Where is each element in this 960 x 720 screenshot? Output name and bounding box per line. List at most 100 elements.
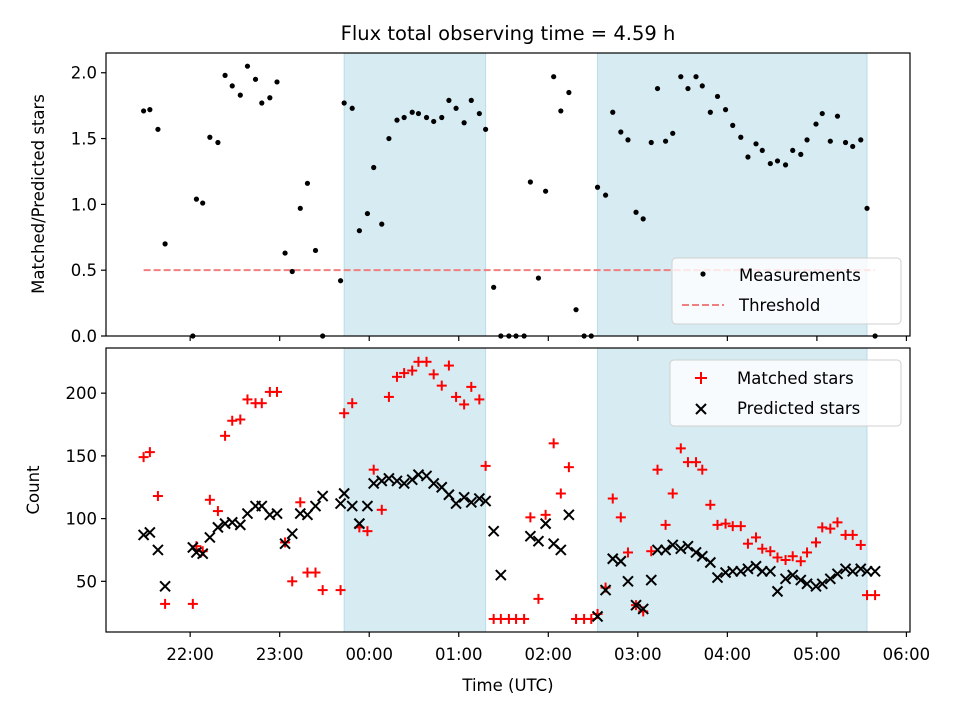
legend-measurements-label: Measurements — [739, 266, 861, 285]
matched-star-point — [362, 526, 373, 537]
predicted-star-point — [532, 535, 545, 547]
measurement-point — [162, 241, 168, 247]
y-tick-label: 0.0 — [71, 327, 97, 346]
matched-star-point — [204, 494, 215, 505]
predicted-star-point — [816, 578, 828, 590]
predicted-star-point — [607, 553, 619, 565]
predicted-star-point — [495, 569, 507, 581]
measurement-point — [386, 135, 392, 142]
predicted-star-point — [427, 477, 440, 490]
predicted-star-point — [591, 610, 604, 623]
measurement-point — [237, 92, 243, 98]
matched-star-point — [615, 512, 626, 523]
predicted-star-point — [334, 497, 347, 510]
measurement-point — [774, 158, 781, 164]
matched-star-point — [697, 464, 708, 475]
y-tick-label: 2.0 — [71, 64, 97, 83]
measurement-point — [453, 105, 459, 111]
matched-star-point — [607, 493, 618, 504]
measurement-point — [147, 107, 153, 113]
matched-star-point — [152, 491, 163, 502]
measurement-point — [297, 205, 303, 211]
matched-star-point — [519, 613, 530, 624]
measurement-point — [633, 209, 639, 215]
count-x-ticks: 22:00 23:00 00:00 01:00 02:00 03:00 04:00 05:00… — [166, 632, 930, 664]
matched-star-point — [622, 547, 633, 558]
x-tick-label: 05:00 — [793, 645, 841, 664]
measurement-point — [722, 107, 729, 113]
predicted-star-point — [196, 548, 209, 560]
measurement-point — [759, 147, 765, 154]
matched-star-point — [235, 414, 246, 425]
matched-star-point — [742, 538, 753, 549]
predicted-star-point — [346, 500, 358, 512]
predicted-star-point — [563, 509, 575, 521]
predicted-star-point — [622, 575, 634, 588]
predicted-star-point — [271, 507, 283, 520]
legend-matched-label: Matched stars — [737, 369, 854, 388]
matched-star-point — [317, 585, 328, 596]
x-tick-label: 01:00 — [435, 645, 483, 664]
matched-star-point — [787, 551, 798, 562]
measurement-point — [222, 72, 228, 78]
predicted-star-point — [353, 517, 366, 530]
matched-star-point — [691, 457, 702, 468]
predicted-star-point — [711, 571, 724, 584]
predicted-star-point — [367, 477, 380, 490]
matched-star-point — [802, 547, 813, 558]
matched-star-point — [459, 399, 470, 410]
legend-threshold-label: Threshold — [738, 296, 820, 315]
y-tick-label: 50 — [76, 572, 97, 591]
matched-star-point — [436, 380, 447, 391]
matched-star-point — [383, 391, 394, 402]
measurement-point — [468, 97, 474, 103]
measurement-point — [714, 93, 721, 100]
matched-star-point — [295, 497, 306, 508]
measurement-point — [864, 205, 870, 211]
measurement-point — [337, 278, 344, 284]
matched-star-point — [443, 360, 454, 371]
matched-star-point — [451, 391, 462, 402]
predicted-star-point — [226, 516, 238, 529]
matched-star-point — [751, 532, 762, 543]
matched-star-point — [555, 488, 566, 499]
matched-star-point — [407, 365, 418, 376]
measurement-point — [707, 109, 713, 115]
predicted-star-point — [539, 517, 552, 530]
measurement-point — [446, 97, 452, 103]
ratio-y-ticks: 0.0 0.5 1.0 1.5 2.0 — [71, 64, 106, 346]
matched-star-point — [855, 539, 866, 550]
predicted-star-point — [301, 509, 314, 521]
measurement-point — [594, 184, 601, 190]
ratio-legend-box — [671, 257, 902, 325]
y-tick-label: 0.5 — [71, 261, 97, 280]
predicted-star-point — [524, 530, 537, 542]
ratio-x-ticks — [189, 336, 908, 341]
measurement-point — [229, 83, 235, 89]
matched-star-point — [227, 415, 238, 426]
chart-title: Flux total observing time = 4.59 h — [341, 22, 676, 45]
matched-star-point — [757, 543, 768, 554]
x-tick-label: 00:00 — [345, 645, 393, 664]
measurement-point — [461, 120, 467, 126]
measurement-point — [685, 85, 691, 92]
predicted-star-point — [309, 500, 322, 512]
x-tick-label: 23:00 — [256, 645, 304, 664]
measurement-point — [431, 118, 437, 125]
predicted-star-point — [869, 565, 881, 577]
matched-star-point — [646, 546, 657, 557]
predicted-star-point — [839, 563, 852, 575]
predicted-star-point — [465, 496, 477, 509]
matched-star-point — [667, 488, 678, 499]
matched-star-point — [735, 521, 746, 532]
predicted-star-point — [690, 546, 702, 559]
x-tick-label: 22:00 — [166, 645, 214, 664]
measurement-point — [155, 126, 161, 132]
matched-star-point — [466, 381, 477, 392]
predicted-star-point — [831, 568, 844, 580]
measurement-point — [858, 137, 864, 143]
measurement-point — [782, 162, 789, 168]
measurement-point — [401, 114, 407, 121]
matched-star-point — [533, 593, 544, 604]
matched-star-point — [772, 552, 783, 563]
